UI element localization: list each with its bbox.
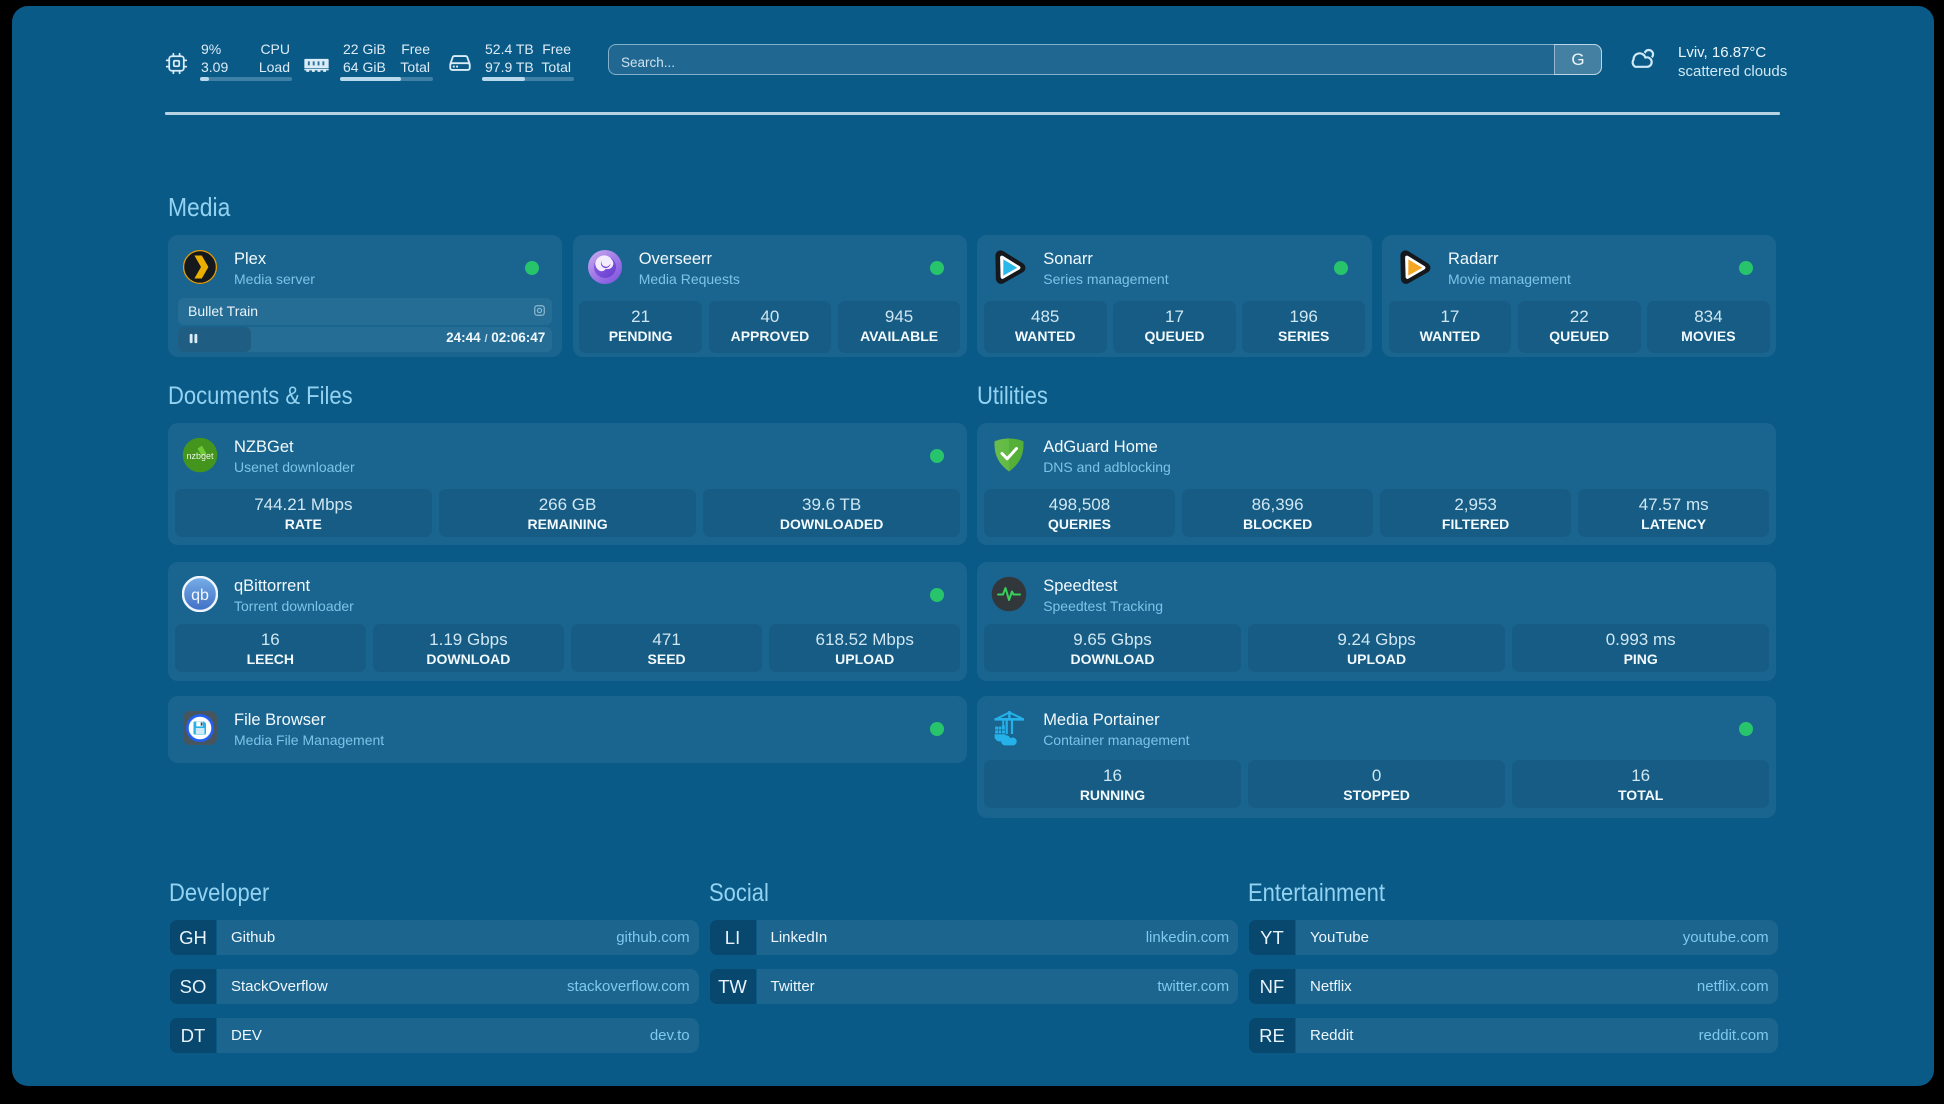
svg-text:nzbget: nzbget: [186, 451, 214, 461]
svg-text:qb: qb: [191, 587, 209, 604]
